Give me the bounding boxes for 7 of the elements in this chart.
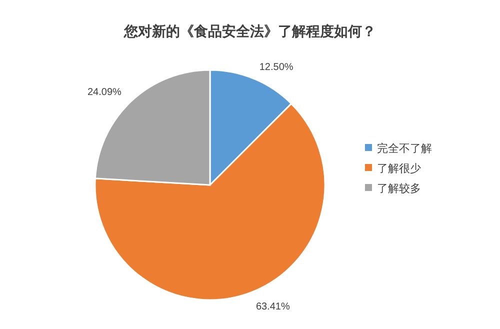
data-label: 24.09%	[88, 87, 122, 98]
data-label: 63.41%	[256, 302, 290, 313]
data-label: 12.50%	[259, 62, 294, 73]
legend-label: 了解很少	[377, 162, 421, 175]
legend-label: 了解较多	[377, 182, 421, 195]
chart-title: 您对新的《食品安全法》了解程度如何？	[123, 23, 376, 39]
legend-label: 完全不了解	[377, 142, 432, 155]
